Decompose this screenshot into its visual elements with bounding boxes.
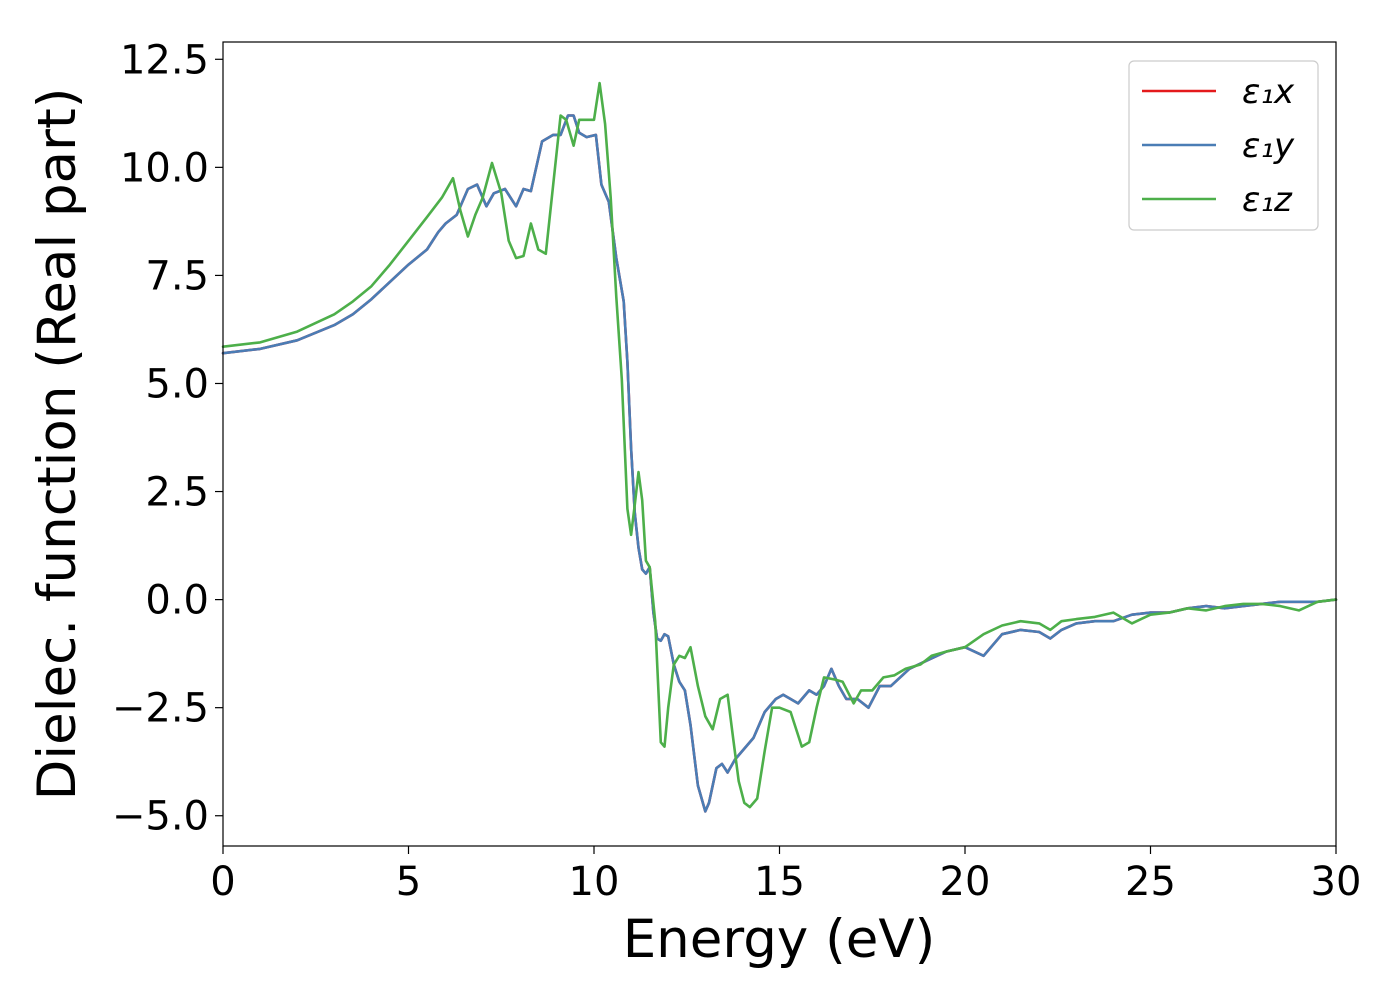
x-tick-label: 25 bbox=[1125, 859, 1176, 905]
x-tick-label: 5 bbox=[396, 859, 421, 905]
y-tick-label: 10.0 bbox=[120, 145, 209, 191]
y-tick-label: 2.5 bbox=[145, 470, 209, 516]
y-tick-label: 7.5 bbox=[145, 253, 209, 299]
y-tick-label: 0.0 bbox=[145, 578, 209, 624]
y-axis: −5.0 −2.5 0.0 2.5 5.0 7.5 10.0 12.5 bbox=[112, 37, 223, 839]
legend: ε₁x ε₁y ε₁z bbox=[1129, 61, 1318, 230]
x-tick-label: 20 bbox=[940, 859, 991, 905]
x-axis: 0 5 10 15 20 25 30 bbox=[210, 846, 1361, 905]
y-tick-label: 12.5 bbox=[120, 37, 209, 83]
x-axis-label: Energy (eV) bbox=[623, 909, 936, 970]
legend-label-1: ε₁x bbox=[1242, 72, 1295, 112]
y-axis-label: Dielec. function (Real part) bbox=[27, 88, 88, 801]
legend-label-3: ε₁z bbox=[1242, 180, 1293, 220]
x-tick-label: 15 bbox=[754, 859, 805, 905]
x-tick-label: 10 bbox=[569, 859, 620, 905]
y-tick-label: 5.0 bbox=[145, 361, 209, 407]
x-tick-label: 0 bbox=[210, 859, 235, 905]
y-tick-label: −5.0 bbox=[112, 794, 209, 840]
x-tick-label: 30 bbox=[1311, 859, 1362, 905]
y-tick-label: −2.5 bbox=[112, 686, 209, 732]
legend-label-2: ε₁y bbox=[1242, 126, 1295, 166]
